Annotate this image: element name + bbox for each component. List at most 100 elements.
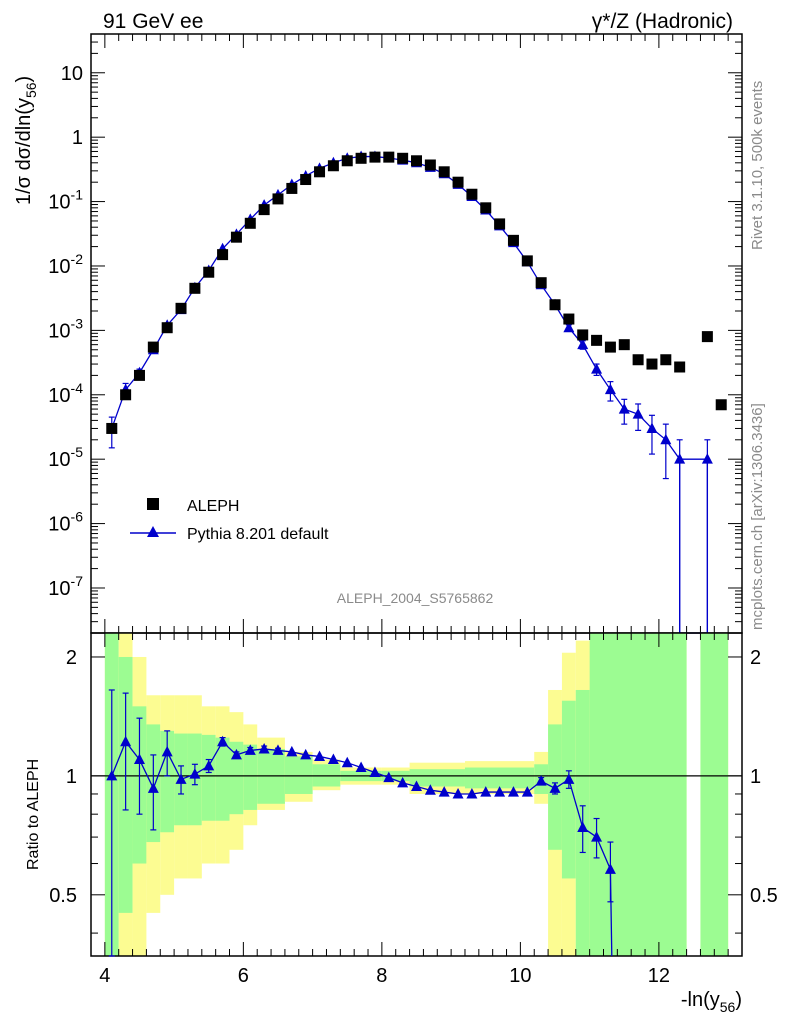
ratio-mc-point — [175, 773, 187, 784]
main-y-tick-base: 10 — [48, 449, 70, 471]
data-point — [563, 313, 575, 325]
ratio-mc-point — [314, 750, 326, 761]
main-y-tick-base: 10 — [48, 320, 70, 342]
ratio-mc-point — [369, 766, 381, 777]
data-point — [314, 166, 326, 178]
ratio-mc-point — [424, 784, 436, 795]
ratio-mc-point — [383, 771, 395, 783]
mc-point — [660, 433, 672, 445]
ratio-mc-point — [591, 831, 603, 842]
x-label-sub: 56 — [720, 999, 736, 1015]
data-point — [438, 166, 450, 178]
inner-band-7 — [201, 734, 216, 821]
inner-band-9 — [229, 741, 244, 815]
main-y-tick-label: 10-2 — [48, 251, 83, 278]
main-y-tick-exp: -7 — [71, 573, 84, 589]
main-y-tick-base: 10 — [48, 256, 70, 278]
rivet-label: Rivet 3.1.10, 500k events — [749, 81, 766, 250]
ratio-y-tick-label-right: 2 — [750, 647, 761, 669]
mc-line — [111, 155, 708, 460]
ratio-mc-point — [549, 782, 561, 793]
ratio-mc-point — [189, 768, 201, 779]
ratio-mc-point — [286, 745, 298, 757]
mc-point — [632, 408, 644, 419]
ratio-y-tick-label: 0.5 — [49, 885, 77, 907]
data-point — [701, 331, 713, 343]
main-y-tick-label: 10-7 — [48, 573, 83, 600]
ratio-mc-point — [327, 753, 339, 765]
energy-label: 91 GeV ee — [103, 10, 203, 33]
x-axis-label: -ln(y56) — [681, 989, 742, 1015]
data-point — [480, 202, 492, 214]
ratio-mc-point — [244, 744, 256, 755]
ratio-mc-point — [397, 776, 409, 788]
main-y-tick-base: 10 — [48, 514, 70, 536]
x-tick-label: 8 — [376, 965, 387, 987]
ratio-frame — [90, 632, 743, 957]
data-point — [535, 277, 547, 289]
inner-band-16 — [409, 769, 465, 787]
ratio-mc-point — [258, 742, 270, 754]
data-point — [507, 234, 519, 246]
data-point — [106, 422, 118, 434]
main-y-tick-label: 10-5 — [48, 444, 83, 471]
data-point — [258, 204, 270, 216]
data-point — [660, 354, 672, 366]
main-y-tick-base: 10 — [48, 578, 70, 600]
inner-band-20 — [561, 700, 576, 879]
data-point — [133, 369, 145, 381]
data-point — [466, 188, 478, 200]
main-y-tick-label: 10 — [61, 63, 83, 85]
x-tick-label: 12 — [648, 965, 670, 987]
x-tick-label: 10 — [509, 965, 531, 987]
ratio-mc-point — [161, 745, 173, 757]
mc-point — [591, 363, 603, 374]
ratio-y-axis-label: Ratio to ALEPH — [25, 759, 42, 870]
main-y-tick-exp: -3 — [71, 315, 84, 331]
inner-band-10 — [243, 744, 258, 810]
inner-band-22 — [589, 633, 687, 956]
data-point — [521, 255, 533, 267]
x-tick-label: 4 — [99, 965, 110, 987]
ratio-mc-point — [535, 775, 547, 786]
ratio-mc-point — [507, 786, 519, 797]
ratio-mc-point — [604, 863, 616, 874]
ratio-mc-point — [563, 773, 575, 784]
main-y-tick-exp: -5 — [71, 444, 84, 460]
legend-data-marker — [147, 498, 159, 510]
ratio-mc-point — [411, 780, 422, 792]
ratio-y-tick-label: 1 — [66, 766, 77, 788]
x-label-close: ) — [735, 989, 742, 1011]
data-point — [286, 182, 298, 194]
main-y-tick-base: 10 — [48, 192, 70, 214]
ratio-mc-point — [203, 759, 215, 771]
data-point — [549, 299, 561, 311]
main-y-tick-label: 10-6 — [48, 509, 83, 536]
data-point — [646, 358, 658, 370]
data-point — [411, 155, 422, 167]
ratio-mc-point — [300, 748, 312, 760]
data-point — [452, 176, 464, 188]
legend: ALEPH Pythia 8.201 default — [130, 498, 329, 543]
mc-point — [618, 403, 630, 414]
data-point — [397, 152, 409, 164]
data-point — [203, 266, 215, 278]
x-label-text: -ln(y — [681, 989, 720, 1011]
main-y-tick-label: 10-3 — [48, 315, 83, 342]
mc-point — [563, 321, 575, 333]
legend-data-label: ALEPH — [187, 498, 239, 515]
mc-point — [604, 383, 616, 395]
analysis-id: ALEPH_2004_S5765862 — [337, 590, 494, 606]
ratio-mc-point — [133, 753, 145, 765]
mc-point — [701, 453, 713, 464]
main-y-tick-label: 10-1 — [48, 187, 83, 214]
legend-mc-label: Pythia 8.201 default — [187, 526, 329, 543]
data-point — [300, 174, 312, 186]
data-point — [161, 322, 173, 334]
main-y-tick-exp: -2 — [71, 251, 84, 267]
ratio-mc-point — [106, 769, 118, 781]
ratio-y-tick-label: 2 — [66, 647, 77, 669]
main-frame — [90, 33, 743, 634]
